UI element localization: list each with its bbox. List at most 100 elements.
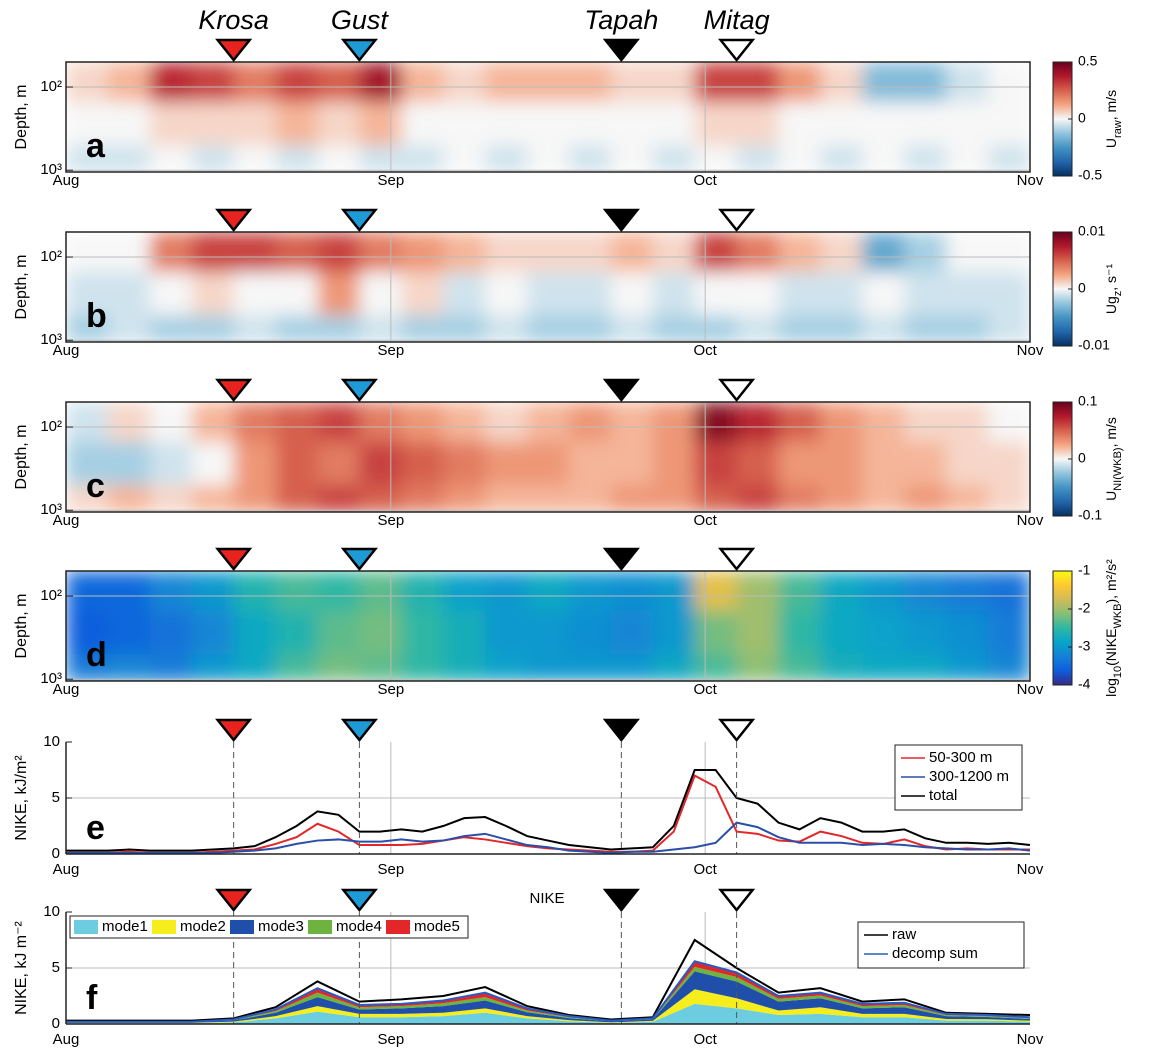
heatmap-cell (779, 654, 821, 681)
x-tick-label: Sep (377, 512, 404, 529)
x-tick-label: Sep (377, 342, 404, 359)
x-tick-label: Aug (53, 681, 80, 698)
colorbar-label-part: WKB (1112, 603, 1124, 628)
heatmap-cell (695, 315, 737, 342)
colorbar-tick-label: 0.5 (1078, 53, 1098, 69)
storm-marker (605, 40, 637, 60)
heatmap-cell (443, 442, 485, 486)
storm-marker (605, 890, 637, 910)
heatmap (66, 232, 1031, 343)
heatmap-cell (611, 571, 653, 611)
colorbar-tick-label: -0.5 (1078, 167, 1102, 183)
heatmap-cell (276, 62, 318, 102)
colorbar-tick-label: -0.01 (1078, 337, 1110, 353)
y-tick-label: 10² (40, 248, 62, 265)
heatmap-cell (946, 272, 988, 316)
heatmap-cell (192, 315, 234, 342)
heatmap-cell (653, 315, 695, 342)
heatmap-cell (359, 102, 401, 146)
storm-marker (218, 549, 250, 569)
storm-marker (605, 720, 637, 740)
heatmap-cell (988, 571, 1030, 611)
legend-swatch (74, 920, 98, 934)
panel-label: a (86, 127, 106, 165)
colorbar-tick-label: 0.01 (1078, 223, 1105, 239)
heatmap-cell (820, 442, 862, 486)
heatmap-cell (401, 442, 443, 486)
heatmap-cell (862, 611, 904, 655)
heatmap-cell (485, 62, 527, 102)
heatmap-cell (653, 272, 695, 316)
heatmap-cell (527, 102, 569, 146)
storm-marker (605, 549, 637, 569)
heatmap-cell (108, 232, 150, 272)
panel-label: c (86, 467, 105, 505)
heatmap-cell (653, 485, 695, 512)
storm-name: Krosa (198, 5, 269, 35)
heatmap-cell (904, 232, 946, 272)
storm-marker (721, 210, 753, 230)
heatmap-cell (946, 654, 988, 681)
colorbar-label: UNI(WKB), m/s (1103, 417, 1124, 501)
x-tick-label: Aug (53, 342, 80, 359)
y-tick-label: 5 (52, 789, 60, 806)
x-tick-label: Oct (694, 512, 718, 529)
heatmap-cell (234, 62, 276, 102)
heatmap-cell (653, 402, 695, 442)
heatmap-cell (904, 62, 946, 102)
heatmap-cell (946, 571, 988, 611)
heatmap-cell (820, 272, 862, 316)
colorbar-label-part: log (1103, 678, 1119, 697)
heatmap-cell (317, 232, 359, 272)
heatmap-cell (611, 654, 653, 681)
heatmap-cell (108, 272, 150, 316)
heatmap-cell (695, 232, 737, 272)
heatmap-cell (66, 402, 108, 442)
heatmap-cell (820, 611, 862, 655)
panel-label: f (86, 979, 98, 1017)
heatmap-cell (611, 442, 653, 486)
heatmap-cell (234, 654, 276, 681)
storm-name: Gust (331, 5, 390, 35)
heatmap-cell (988, 485, 1030, 512)
legend-swatch (152, 920, 176, 934)
heatmap-cell (695, 442, 737, 486)
heatmap-cell (695, 654, 737, 681)
storm-marker (721, 549, 753, 569)
heatmap-cell (234, 232, 276, 272)
heatmap-cell (317, 485, 359, 512)
heatmap-cell (653, 654, 695, 681)
heatmap-cell (527, 232, 569, 272)
heatmap-cell (611, 272, 653, 316)
heatmap-cell (988, 145, 1030, 172)
heatmap-cell (443, 402, 485, 442)
heatmap-cell (946, 102, 988, 146)
heatmap-cell (988, 102, 1030, 146)
heatmap-cell (820, 232, 862, 272)
heatmap-cells (66, 232, 1031, 343)
x-tick-label: Nov (1017, 1031, 1044, 1048)
heatmap-cell (904, 485, 946, 512)
colorbar-label-part: raw (1112, 120, 1124, 138)
heatmap-cell (150, 571, 192, 611)
storm-marker (605, 210, 637, 230)
colorbar-label: log10(NIKEWKB), m²/s² (1103, 559, 1124, 697)
colorbar-label-part: U (1103, 491, 1119, 501)
y-tick-label: 10 (43, 733, 60, 750)
heatmap-cell (527, 485, 569, 512)
heatmap-cell (401, 315, 443, 342)
heatmap-cell (401, 654, 443, 681)
colorbar-label-part: Ug (1103, 296, 1119, 314)
heatmap-cell (779, 102, 821, 146)
heatmap-cell (359, 611, 401, 655)
heatmap-cell (737, 315, 779, 342)
colorbar-label-part: 10 (1112, 666, 1124, 678)
heatmap-cell (108, 654, 150, 681)
heatmap-cell (695, 611, 737, 655)
heatmap-cell (569, 402, 611, 442)
x-tick-label: Aug (53, 512, 80, 529)
heatmap-cell (779, 315, 821, 342)
storm-name: Tapah (584, 5, 658, 35)
heatmap-cell (779, 402, 821, 442)
legend-label: mode5 (414, 918, 460, 935)
